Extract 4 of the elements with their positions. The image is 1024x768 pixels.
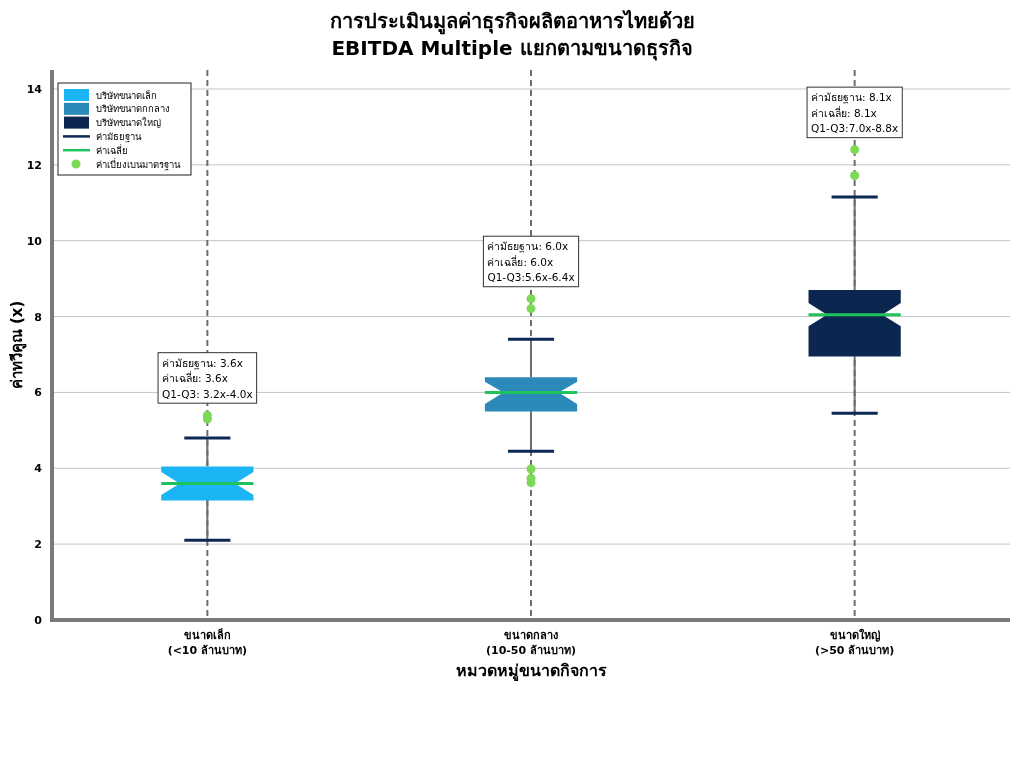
annotation: ค่ามัธยฐาน: 8.1x ค่าเฉลี่ย: 8.1x Q1-Q3:7.0x-8.8x bbox=[806, 86, 903, 139]
title: การประเมินมูลค่าธุรกิจผลิตอาหารไทยด้วย EBITDA Multiple แยกตามขนาดธุรกิจ bbox=[329, 9, 695, 60]
annotation: ค่ามัธยฐาน: 6.0x ค่าเฉลี่ย: 6.0x Q1-Q3:5.6x-6.4x bbox=[482, 235, 580, 288]
annotation: ค่ามัธยฐาน: 3.6x ค่าเฉลี่ย: 3.6x Q1-Q3: 3.2x-4.0x bbox=[157, 352, 258, 404]
